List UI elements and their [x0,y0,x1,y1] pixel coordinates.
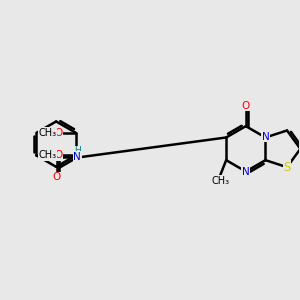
Text: O: O [242,101,250,111]
Text: N: N [73,152,81,162]
Text: CH₃: CH₃ [39,151,57,160]
Text: O: O [53,172,61,182]
Text: S: S [283,161,291,174]
Text: N: N [242,167,250,177]
Text: CH₃: CH₃ [211,176,230,186]
Text: N: N [262,132,270,142]
Text: O: O [54,151,62,160]
Text: H: H [74,146,80,155]
Text: O: O [54,128,62,138]
Text: CH₃: CH₃ [39,128,57,138]
